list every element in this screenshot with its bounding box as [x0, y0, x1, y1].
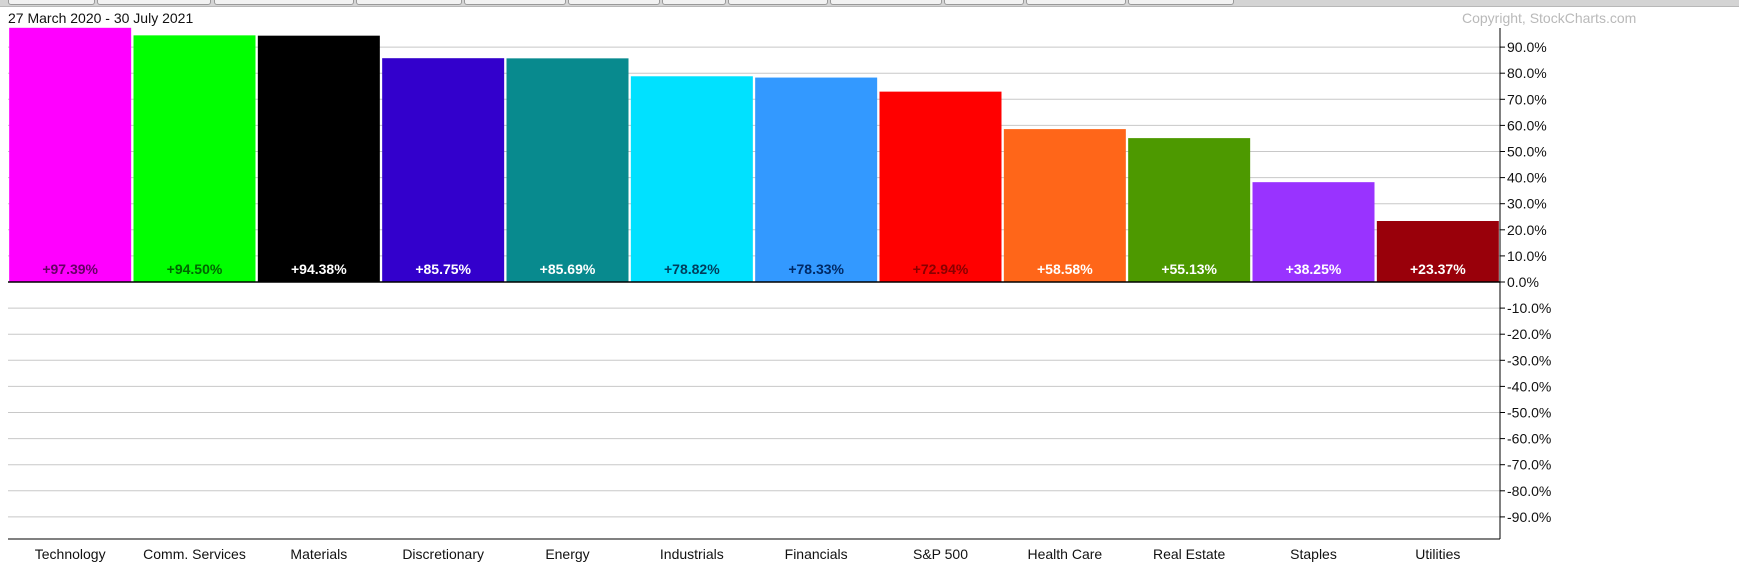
y-tick-label: -60.0%: [1507, 431, 1551, 447]
category-label: Technology: [35, 546, 106, 562]
labels: 90.0% 80.0% 70.0% 60.0% 50.0% 40.0% 30.0% 20.0%…: [35, 39, 1552, 562]
toolbar-tab[interactable]: [944, 0, 1024, 5]
category-label: Discretionary: [402, 546, 484, 562]
toolbar-tab[interactable]: [464, 0, 566, 5]
toolbar-tab[interactable]: [728, 0, 828, 5]
toolbar-tab[interactable]: [356, 0, 462, 5]
y-tick-label: -10.0%: [1507, 300, 1551, 316]
toolbar-tab[interactable]: [214, 0, 354, 5]
y-tick-label: -20.0%: [1507, 326, 1551, 342]
bar-value-label: +94.50%: [167, 261, 223, 277]
y-tick-label: 60.0%: [1507, 117, 1547, 133]
toolbar-tab[interactable]: [8, 0, 95, 5]
bar-value-label: +78.82%: [664, 261, 720, 277]
bar: [9, 27, 132, 282]
category-label: S&P 500: [913, 546, 968, 562]
bar: [257, 35, 380, 283]
y-tick-label: 20.0%: [1507, 222, 1547, 238]
y-tick-label: -40.0%: [1507, 378, 1551, 394]
category-label: Utilities: [1415, 546, 1460, 562]
bar-value-label: +78.33%: [788, 261, 844, 277]
bar-value-label: +85.75%: [415, 261, 471, 277]
bar: [1128, 138, 1251, 282]
category-label: Health Care: [1027, 546, 1102, 562]
toolbar-tab[interactable]: [662, 0, 726, 5]
bar: [1376, 221, 1499, 282]
gridlines: [8, 46, 1500, 518]
category-label: Industrials: [660, 546, 724, 562]
bar: [382, 58, 505, 282]
y-tick-label: 10.0%: [1507, 248, 1547, 264]
y-tick-label: -80.0%: [1507, 483, 1551, 499]
bar-value-label: +38.25%: [1286, 261, 1342, 277]
category-label: Financials: [785, 546, 848, 562]
toolbar-tab[interactable]: [568, 0, 660, 5]
bar-value-label: +94.38%: [291, 261, 347, 277]
toolbar-tab[interactable]: [1128, 0, 1234, 5]
category-label: Real Estate: [1153, 546, 1226, 562]
y-tick-label: 30.0%: [1507, 196, 1547, 212]
y-tick-label: 70.0%: [1507, 91, 1547, 107]
axes: [8, 28, 1505, 540]
bar-value-label: +72.94%: [913, 261, 969, 277]
y-tick-label: 90.0%: [1507, 39, 1547, 55]
y-tick-label: 40.0%: [1507, 170, 1547, 186]
y-tick-label: 80.0%: [1507, 65, 1547, 81]
date-range-label: 27 March 2020 - 30 July 2021: [8, 10, 194, 26]
category-label: Energy: [545, 546, 589, 562]
toolbar-tab[interactable]: [97, 0, 211, 5]
category-label: Staples: [1290, 546, 1337, 562]
category-label: Materials: [290, 546, 347, 562]
toolbar-tab[interactable]: [830, 0, 942, 5]
bar: [1003, 129, 1126, 282]
bar-value-label: +58.58%: [1037, 261, 1093, 277]
bar-value-label: +23.37%: [1410, 261, 1466, 277]
y-tick-label: -50.0%: [1507, 405, 1551, 421]
bars: [9, 27, 1499, 283]
bar: [879, 91, 1002, 282]
bar: [133, 35, 256, 283]
category-label: Comm. Services: [143, 546, 246, 562]
y-tick-label: -90.0%: [1507, 509, 1551, 525]
bar-value-label: +97.39%: [42, 261, 98, 277]
y-tick-label: 50.0%: [1507, 144, 1547, 160]
copyright-label: Copyright, StockCharts.com: [1462, 10, 1637, 26]
y-tick-label: 0.0%: [1507, 274, 1539, 290]
bar-value-label: +55.13%: [1161, 261, 1217, 277]
bar: [630, 76, 753, 282]
y-tick-label: -70.0%: [1507, 457, 1551, 473]
bar-value-label: +85.69%: [540, 261, 596, 277]
y-tick-label: -30.0%: [1507, 352, 1551, 368]
toolbar-tab-strip: [0, 0, 1739, 7]
bar: [506, 58, 629, 283]
toolbar-tab[interactable]: [1026, 0, 1126, 5]
bar: [1252, 182, 1375, 282]
bar: [755, 77, 878, 282]
